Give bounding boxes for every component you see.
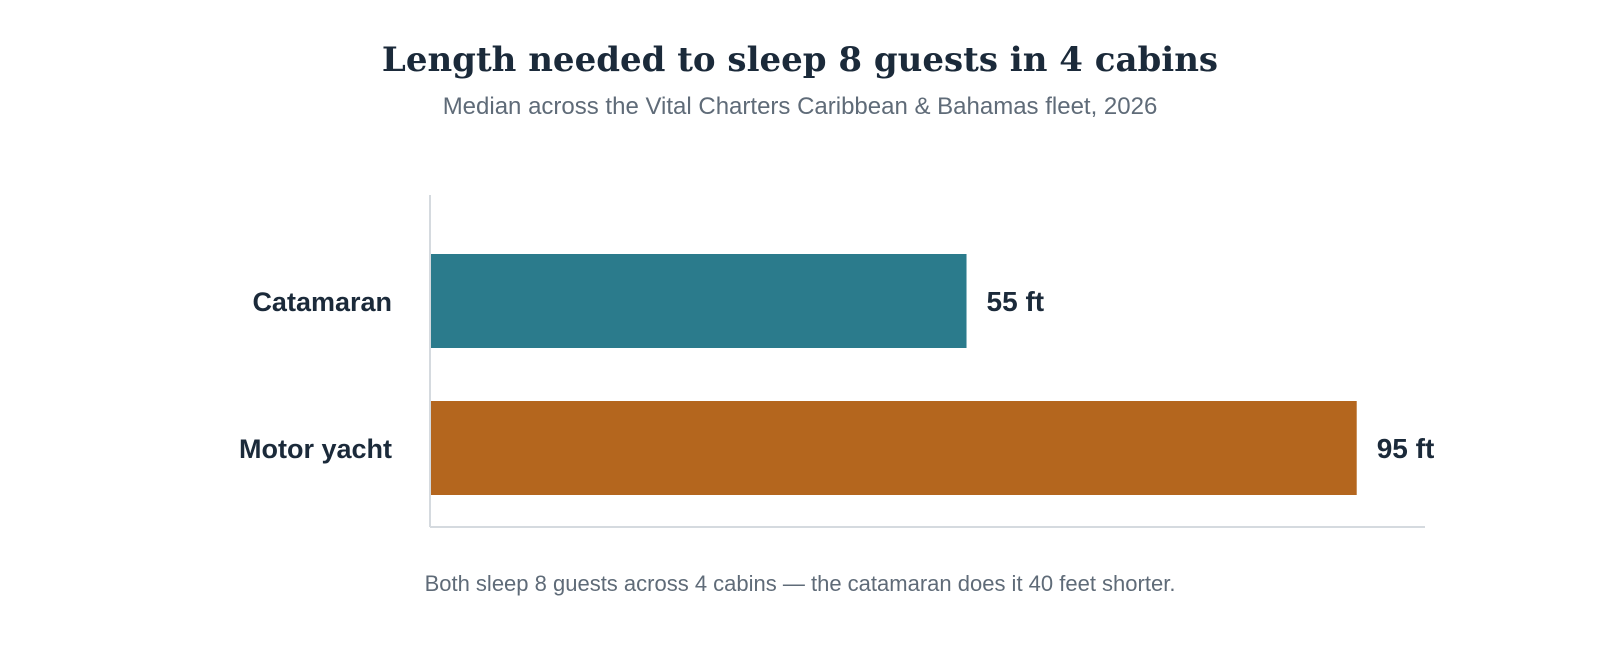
value-label-motor-yacht: 95 ft bbox=[1377, 433, 1435, 464]
bar-catamaran bbox=[431, 254, 967, 348]
bar-motor-yacht bbox=[431, 401, 1357, 495]
chart-footnote: Both sleep 8 guests across 4 cabins — th… bbox=[424, 571, 1176, 596]
category-label-catamaran: Catamaran bbox=[252, 287, 392, 317]
category-label-motor-yacht: Motor yacht bbox=[239, 434, 392, 464]
value-label-catamaran: 55 ft bbox=[987, 286, 1045, 317]
chart-subtitle: Median across the Vital Charters Caribbe… bbox=[442, 93, 1158, 120]
chart-title: Length needed to sleep 8 guests in 4 cab… bbox=[381, 40, 1219, 80]
